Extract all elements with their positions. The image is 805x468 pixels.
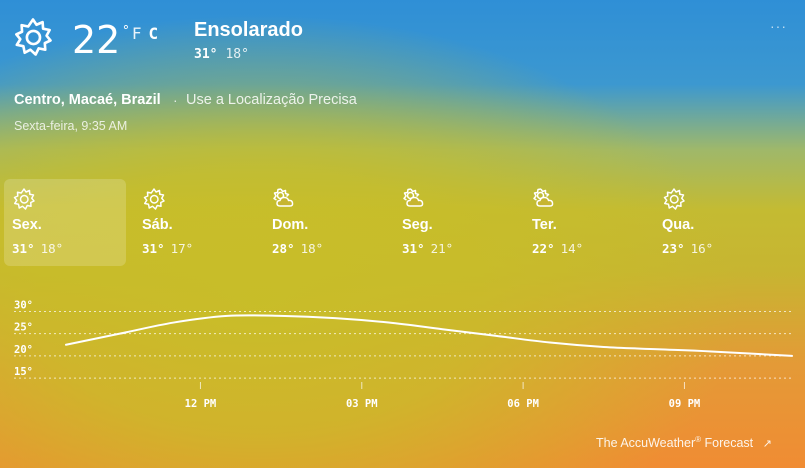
day-high: 31°: [12, 241, 35, 256]
partly-cloudy-icon: [402, 187, 426, 211]
current-condition: Ensolarado: [194, 19, 303, 41]
day-temps: 28° 18°: [272, 241, 378, 256]
brand-suffix: Forecast: [704, 436, 754, 451]
day-low: 17°: [170, 241, 194, 256]
y-tick-label: 25°: [14, 322, 33, 334]
day-card-fri[interactable]: Sex. 31° 18°: [4, 179, 126, 266]
brand-name: The AccuWeather: [596, 436, 696, 451]
day-low: 14°: [560, 241, 584, 256]
more-options-button[interactable]: ···: [770, 18, 787, 34]
day-high: 31°: [402, 241, 425, 256]
day-name: Qua.: [662, 217, 695, 233]
sun-icon: [142, 187, 166, 211]
day-name: Ter.: [532, 217, 557, 233]
day-card-mon[interactable]: Seg. 31° 21°: [394, 179, 516, 266]
day-temps: 23° 16°: [662, 241, 768, 256]
day-high: 28°: [272, 241, 295, 256]
unit-toggle: °F C: [122, 24, 160, 43]
day-card-sun[interactable]: Dom. 28° 18°: [264, 179, 386, 266]
day-low: 18°: [300, 241, 324, 256]
day-name: Dom.: [272, 217, 309, 233]
y-tick-label: 30°: [14, 299, 33, 311]
day-high: 23°: [662, 241, 685, 256]
location-separator: ·: [173, 92, 178, 108]
day-temps: 31° 21°: [402, 241, 508, 256]
day-name: Sex.: [12, 217, 42, 233]
day-name: Sáb.: [142, 217, 173, 233]
partly-cloudy-icon: [272, 187, 296, 211]
sun-icon: [12, 16, 54, 58]
day-low: 18°: [40, 241, 64, 256]
x-tick-label: 09 PM: [669, 398, 701, 410]
hourly-temperature-chart: 30° 25° 20° 15° 12 PM 03 PM 06 PM 09 PM: [14, 299, 793, 410]
day-card-sat[interactable]: Sáb. 31° 17°: [134, 179, 256, 266]
day-temps: 22° 14°: [532, 241, 638, 256]
sun-icon: [12, 187, 36, 211]
day-high: 31°: [142, 241, 165, 256]
current-low: 18°: [225, 47, 249, 62]
unit-celsius-button[interactable]: C: [148, 24, 160, 43]
partly-cloudy-icon: [532, 187, 556, 211]
y-tick-label: 20°: [14, 344, 33, 356]
external-link-icon: ↗: [762, 438, 772, 451]
x-tick-label: 06 PM: [507, 398, 539, 410]
current-temperature: 22: [72, 18, 121, 62]
day-high: 22°: [532, 241, 555, 256]
day-low: 16°: [690, 241, 714, 256]
day-temps: 31° 17°: [142, 241, 248, 256]
current-high: 31°: [194, 47, 218, 62]
accuweather-forecast-link[interactable]: The AccuWeather® Forecast ↗: [596, 435, 772, 450]
sun-icon: [662, 187, 686, 211]
precise-location-link[interactable]: Use a Localização Precisa: [186, 92, 357, 108]
x-tick-label: 12 PM: [185, 398, 217, 410]
brand-mark: ®: [695, 435, 702, 444]
day-card-wed[interactable]: Qua. 23° 16°: [654, 179, 776, 266]
location-name: Centro, Macaé, Brazil: [14, 92, 161, 108]
x-tick-label: 03 PM: [346, 398, 378, 410]
current-high-low: 31° 18°: [194, 47, 249, 62]
day-name: Seg.: [402, 217, 433, 233]
y-tick-label: 15°: [14, 366, 33, 378]
unit-fahrenheit-button[interactable]: F: [131, 24, 143, 43]
current-datetime: Sexta-feira, 9:35 AM: [14, 119, 128, 133]
day-low: 21°: [430, 241, 454, 256]
day-temps: 31° 18°: [12, 241, 118, 256]
day-card-tue[interactable]: Ter. 22° 14°: [524, 179, 646, 266]
temperature-line: [65, 314, 793, 357]
